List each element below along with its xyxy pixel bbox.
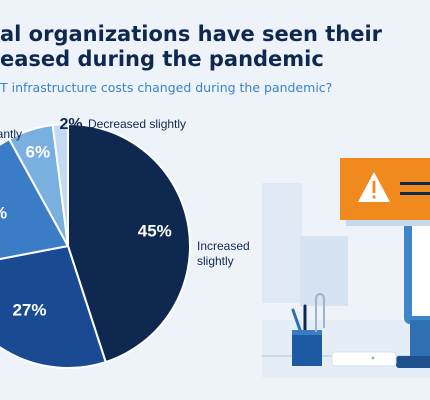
- pen-cup-icon: [291, 304, 322, 366]
- paperclip-icon: [315, 292, 325, 332]
- keyboard: [331, 351, 397, 367]
- desk-surface: [262, 320, 430, 378]
- data-label-2: 2%: [59, 116, 82, 133]
- cup: [292, 330, 322, 366]
- warning-mark: [372, 181, 376, 193]
- keyboard-icon: [331, 351, 397, 367]
- monitor-stand: [410, 320, 430, 356]
- backdrop-shape: [262, 183, 302, 303]
- warning-triangle-icon: [358, 172, 390, 202]
- popup-box: [340, 158, 430, 220]
- category-label-antly: antly: [0, 127, 22, 141]
- pie-slice-45: [67, 122, 191, 364]
- pie-slice-27: [0, 244, 107, 369]
- alert-popup-icon: [340, 158, 430, 226]
- category-label-increased: Increased: [197, 239, 250, 253]
- chart-title-line-1: al organizations have seen their: [0, 22, 383, 46]
- popup-text-line: [400, 182, 430, 185]
- category-label-decreased-slightly: Decreased slightly: [88, 117, 186, 131]
- cup-rim: [292, 330, 322, 335]
- popup-text-line: [400, 192, 430, 195]
- data-label-: %: [0, 203, 7, 222]
- data-label-6: 6%: [26, 143, 51, 162]
- monitor-icon: [396, 212, 430, 368]
- warning-dot: [372, 195, 376, 199]
- pie-slice-2: [51, 122, 69, 247]
- paperclip: [315, 292, 325, 332]
- monitor-base: [396, 356, 430, 368]
- data-label-27: 27%: [12, 301, 46, 320]
- monitor-screen: [412, 220, 430, 316]
- chart-title-line-2: eased during the pandemic: [0, 47, 324, 71]
- category-label-slightly: slightly: [197, 254, 234, 268]
- keyboard-led: [371, 356, 375, 360]
- pie-slice-: [0, 137, 70, 260]
- data-label-45: 45%: [138, 222, 172, 241]
- chart-subtitle: T infrastructure costs changed during th…: [0, 80, 333, 95]
- pen: [291, 308, 302, 332]
- chart-title: al organizations have seen their eased d…: [0, 22, 430, 72]
- backdrop-shape: [300, 236, 348, 306]
